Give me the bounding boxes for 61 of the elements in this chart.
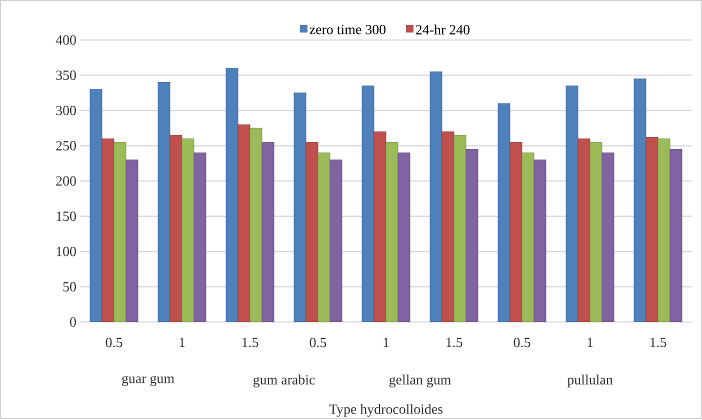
bar — [522, 152, 534, 322]
y-tick-label: 0 — [70, 317, 76, 327]
bar — [250, 128, 262, 322]
bar — [374, 131, 386, 322]
legend-label: zero time 300 — [310, 24, 386, 34]
bar — [566, 86, 578, 322]
bar — [114, 142, 126, 322]
bar — [466, 149, 478, 322]
y-tick-label: 300 — [56, 106, 76, 116]
bar — [226, 68, 238, 322]
x-axis-title: Type hydrocolloides — [329, 404, 443, 417]
y-tick-label: 250 — [56, 140, 76, 150]
y-tick-label: 100 — [56, 246, 76, 256]
y-tick-label: 50 — [63, 282, 76, 292]
bar — [658, 138, 670, 322]
x-tick-label: 0.5 — [310, 338, 326, 348]
x-tick-label: 1 — [384, 338, 389, 347]
bar — [498, 103, 510, 322]
text: gellan gum — [389, 374, 451, 388]
bar — [578, 138, 590, 322]
bar — [330, 160, 342, 322]
bar — [454, 134, 466, 322]
bar — [386, 142, 398, 322]
x-tick-label: 1.5 — [446, 338, 462, 348]
bar — [306, 142, 318, 322]
bar — [646, 137, 658, 322]
bar — [170, 134, 182, 322]
bar — [398, 152, 410, 322]
bar — [238, 124, 250, 322]
bar — [294, 92, 306, 322]
bar — [442, 131, 454, 322]
x-tick-label: 1.5 — [242, 338, 258, 348]
bar — [90, 89, 102, 322]
text: pullulan — [567, 374, 613, 388]
y-tick-label: 150 — [56, 211, 76, 221]
x-tick-label: 1 — [180, 338, 185, 347]
y-tick-label: 350 — [56, 70, 76, 80]
bar — [430, 71, 442, 322]
x-tick-label: 1 — [588, 338, 593, 347]
x-tick-label: 0.5 — [106, 338, 122, 348]
bar — [634, 78, 646, 322]
bar — [362, 86, 374, 322]
bar — [194, 152, 206, 322]
bar — [590, 142, 602, 322]
x-tick-label: 1.5 — [650, 338, 666, 348]
bar — [262, 142, 274, 322]
bar — [534, 160, 546, 322]
bar — [126, 160, 138, 322]
x-tick-label: 0.5 — [514, 338, 530, 348]
text: gum arabic — [253, 374, 315, 388]
bar — [158, 82, 170, 322]
bar — [670, 149, 682, 322]
text: guar gum — [122, 376, 174, 386]
bar — [602, 152, 614, 322]
bar — [318, 152, 330, 322]
bar — [102, 138, 114, 322]
legend-label: 24-hr 240 — [416, 24, 470, 34]
bar — [182, 138, 194, 322]
y-tick-label: 200 — [56, 176, 76, 186]
bar — [510, 142, 522, 322]
y-tick-label: 400 — [56, 35, 76, 45]
